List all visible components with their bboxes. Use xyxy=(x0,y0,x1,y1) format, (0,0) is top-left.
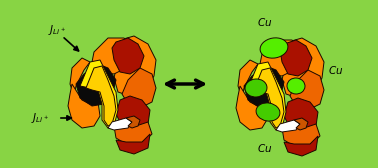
Ellipse shape xyxy=(256,103,280,121)
Polygon shape xyxy=(92,38,132,74)
Ellipse shape xyxy=(245,79,267,97)
Polygon shape xyxy=(290,70,324,110)
Text: $J_{Li^+}$: $J_{Li^+}$ xyxy=(48,23,66,37)
Polygon shape xyxy=(112,38,144,74)
Text: $Cu$: $Cu$ xyxy=(257,16,273,28)
Text: $J_{Li^+}$: $J_{Li^+}$ xyxy=(31,111,49,125)
Text: $Cu$: $Cu$ xyxy=(257,142,273,154)
Polygon shape xyxy=(80,60,118,128)
Text: $Cu$: $Cu$ xyxy=(328,64,344,76)
Polygon shape xyxy=(114,36,156,96)
Polygon shape xyxy=(248,62,286,130)
Polygon shape xyxy=(116,96,150,130)
Polygon shape xyxy=(236,86,268,130)
Polygon shape xyxy=(260,40,300,76)
Polygon shape xyxy=(294,118,308,130)
Polygon shape xyxy=(122,68,156,108)
Polygon shape xyxy=(76,64,116,106)
Ellipse shape xyxy=(260,38,288,58)
Polygon shape xyxy=(108,118,132,130)
Polygon shape xyxy=(70,58,90,96)
Polygon shape xyxy=(86,66,116,126)
Polygon shape xyxy=(276,120,300,132)
Polygon shape xyxy=(254,68,284,128)
Polygon shape xyxy=(68,84,100,128)
Polygon shape xyxy=(282,38,324,98)
Polygon shape xyxy=(116,134,150,154)
Polygon shape xyxy=(114,122,152,144)
Polygon shape xyxy=(244,66,284,108)
Polygon shape xyxy=(280,40,312,76)
Polygon shape xyxy=(282,124,320,146)
Polygon shape xyxy=(284,98,318,132)
Ellipse shape xyxy=(287,78,305,94)
Polygon shape xyxy=(126,116,140,128)
Polygon shape xyxy=(238,60,258,98)
Polygon shape xyxy=(284,136,318,156)
